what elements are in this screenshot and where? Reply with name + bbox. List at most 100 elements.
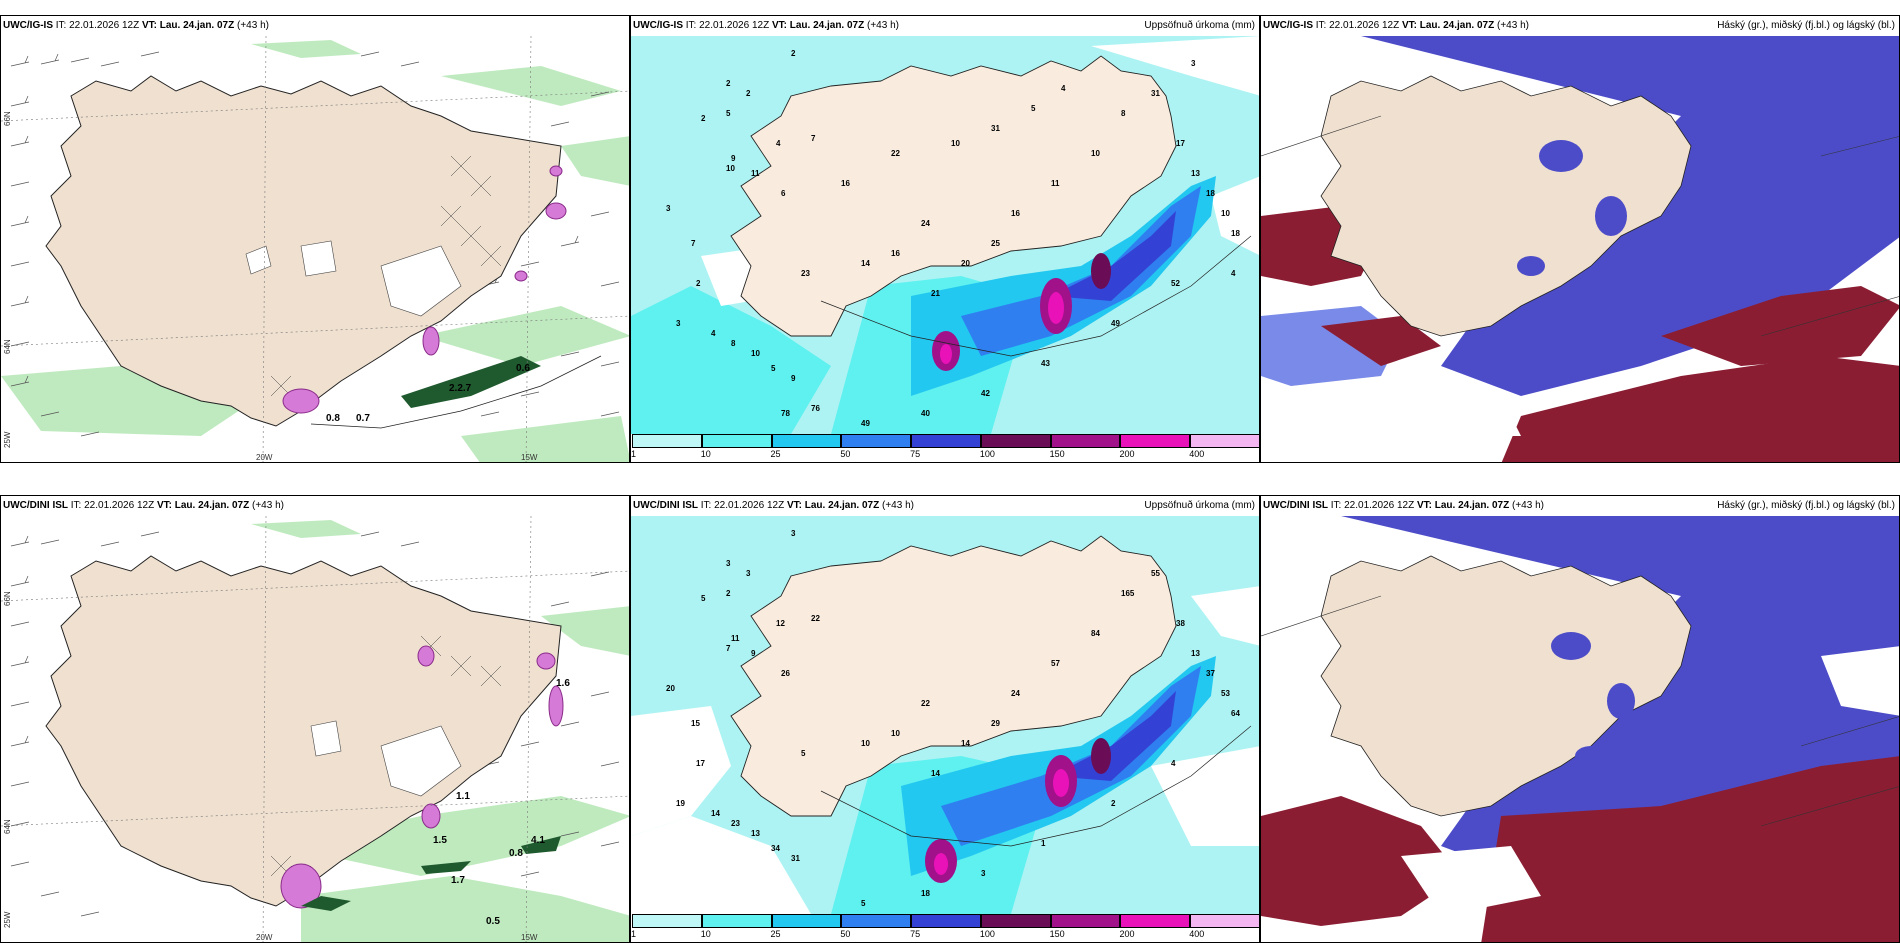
station-value: 23 xyxy=(731,819,740,828)
station-value: 11 xyxy=(751,169,760,178)
scale-swatch xyxy=(1120,914,1191,928)
station-value: 2 xyxy=(1111,799,1116,808)
station-value: 11 xyxy=(731,634,740,643)
station-value: 31 xyxy=(791,854,800,863)
iceland-land xyxy=(730,535,1177,817)
light-precip-area xyxy=(1,40,629,462)
value-label: 0.6 xyxy=(516,363,530,374)
scale-tick-label: 1 xyxy=(631,449,637,459)
value-label: 4.1 xyxy=(531,835,545,846)
color-scale: 1 10 25 50 75 100 150 200 400 xyxy=(631,912,1259,942)
scale-tick-label: 100 xyxy=(979,449,995,459)
panel-header: UWC/DINI ISL IT: 22.01.2026 12Z VT: Lau.… xyxy=(1263,500,1544,511)
panel-bottom-mid: UWC/DINI ISL IT: 22.01.2026 12Z VT: Lau.… xyxy=(630,495,1260,943)
station-value: 78 xyxy=(781,409,790,418)
scale-tick-label: 200 xyxy=(1119,449,1135,459)
scale-swatch xyxy=(841,434,912,448)
scale-swatch xyxy=(911,914,981,928)
wind-precip-map: 1.6 1.1 1.5 4.1 0.8 1.7 0.5 xyxy=(1,516,629,942)
scale-tick-label: 75 xyxy=(910,929,921,939)
station-value: 53 xyxy=(1221,689,1230,698)
heavy-precip xyxy=(282,165,567,414)
station-value: 6 xyxy=(781,189,786,198)
panel-header: UWC/DINI ISL IT: 22.01.2026 12Z VT: Lau.… xyxy=(3,500,284,511)
station-value: 2 xyxy=(701,114,706,123)
station-value: 49 xyxy=(861,419,870,428)
station-value: 55 xyxy=(1151,569,1160,578)
station-value: 17 xyxy=(696,759,705,768)
station-value: 11 xyxy=(1051,179,1060,188)
station-value: 2 xyxy=(726,79,731,88)
station-value: 1 xyxy=(1041,839,1046,848)
graticule xyxy=(1,36,629,462)
station-value: 5 xyxy=(726,109,731,118)
panel-bottom-right: UWC/DINI ISL IT: 22.01.2026 12Z VT: Lau.… xyxy=(1260,495,1900,943)
station-value: 14 xyxy=(711,809,720,818)
scale-tick-label: 25 xyxy=(770,929,781,939)
station-value: 18 xyxy=(1231,229,1240,238)
glacier xyxy=(245,240,462,317)
station-value: 20 xyxy=(961,259,970,268)
station-value: 2 xyxy=(746,89,751,98)
scale-swatch xyxy=(1050,914,1121,928)
station-value: 10 xyxy=(751,349,760,358)
station-value: 34 xyxy=(771,844,780,853)
station-value: 37 xyxy=(1206,669,1215,678)
lat-label: 66N xyxy=(3,591,12,606)
station-value: 15 xyxy=(691,719,700,728)
station-value: 7 xyxy=(691,239,696,248)
station-value: 12 xyxy=(776,619,785,628)
station-value: 5 xyxy=(801,749,806,758)
lat-label: 25W xyxy=(3,911,12,928)
station-value: 9 xyxy=(731,154,736,163)
station-value: 8 xyxy=(1121,109,1126,118)
station-value: 3 xyxy=(726,559,731,568)
value-label: 0.5 xyxy=(486,916,500,927)
mid-cloud-patch xyxy=(1517,140,1627,276)
panel-header: UWC/DINI ISL IT: 22.01.2026 12Z VT: Lau.… xyxy=(633,500,914,511)
lat-label: 66N xyxy=(3,111,12,126)
lon-label: 20W xyxy=(256,933,273,942)
glacier xyxy=(310,720,462,797)
scale-tick-label: 25 xyxy=(770,449,781,459)
station-value: 14 xyxy=(861,259,870,268)
station-value: 165 xyxy=(1121,589,1135,598)
station-value: 13 xyxy=(1191,649,1200,658)
station-value: 76 xyxy=(811,404,820,413)
wind-precip-map: 0.6 2.2.7 0.8 0.7 xyxy=(1,36,629,462)
scale-swatch xyxy=(1190,434,1259,448)
station-value: 4 xyxy=(1171,759,1176,768)
station-value: 38 xyxy=(1176,619,1185,628)
panel-top-left: UWC/IG-IS IT: 22.01.2026 12Z VT: Lau. 24… xyxy=(0,15,630,463)
scale-swatch xyxy=(1120,434,1191,448)
iceland-land xyxy=(730,55,1177,337)
station-value: 4 xyxy=(1061,84,1066,93)
station-value: 14 xyxy=(961,739,970,748)
panel-header: UWC/IG-IS IT: 22.01.2026 12Z VT: Lau. 24… xyxy=(1263,20,1529,31)
station-value: 3 xyxy=(791,529,796,538)
station-value: 10 xyxy=(1221,209,1230,218)
panel-bottom-left: UWC/DINI ISL IT: 22.01.2026 12Z VT: Lau.… xyxy=(0,495,630,943)
station-value: 2 xyxy=(791,49,796,58)
graticule xyxy=(1,516,629,942)
station-value: 10 xyxy=(726,164,735,173)
station-value: 3 xyxy=(746,569,751,578)
station-value: 10 xyxy=(1091,149,1100,158)
station-value: 5 xyxy=(701,594,706,603)
value-label: 0.7 xyxy=(356,413,370,424)
lon-label: 15W xyxy=(521,453,538,462)
station-value: 9 xyxy=(791,374,796,383)
station-value: 10 xyxy=(891,729,900,738)
station-value: 4 xyxy=(1231,269,1236,278)
iceland-land xyxy=(45,555,562,907)
station-value: 31 xyxy=(991,124,1000,133)
scale-swatch xyxy=(980,914,1051,928)
scale-swatch xyxy=(1190,914,1259,928)
station-value: 9 xyxy=(751,649,756,658)
graticule xyxy=(1261,115,1899,337)
station-value: 4 xyxy=(711,329,716,338)
station-value: 16 xyxy=(891,249,900,258)
scale-tick-label: 400 xyxy=(1189,449,1205,459)
scale-swatch xyxy=(701,914,772,928)
iceland-land xyxy=(1320,75,1692,337)
